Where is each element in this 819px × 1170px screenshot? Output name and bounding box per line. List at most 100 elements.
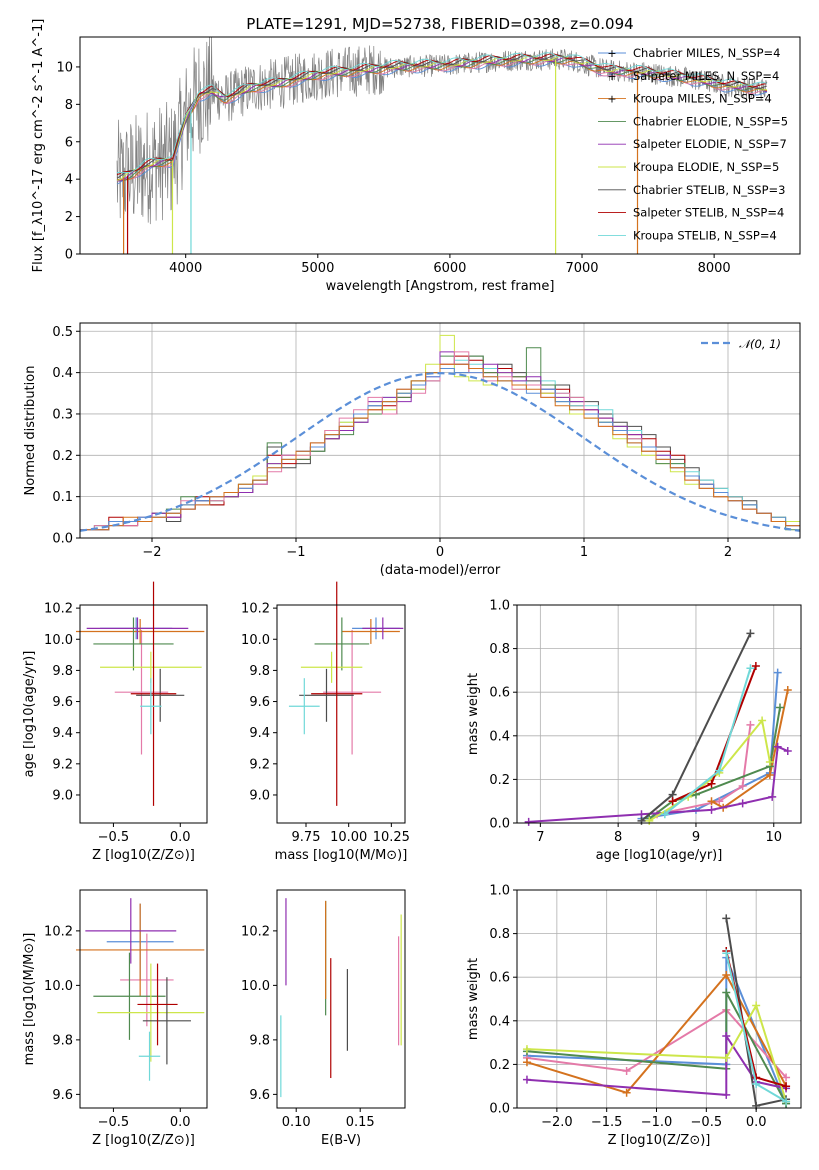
weight-point-marker <box>722 949 731 958</box>
x-tick-label: −0.5 <box>98 830 130 845</box>
y-tick-label: 10.0 <box>44 979 73 994</box>
model-line <box>116 57 768 182</box>
model-line <box>116 59 768 181</box>
axes-border <box>516 889 802 1109</box>
x-axis-label: mass [log10(M/M⊙)] <box>275 848 408 863</box>
y-tick-label: 10.0 <box>241 633 270 648</box>
y-tick-label: 10.0 <box>241 979 270 994</box>
grid-lines <box>517 604 801 824</box>
y-tick-label: 9.2 <box>52 757 73 772</box>
legend-label: Salpeter MILES, N_SSP=4 <box>633 69 779 83</box>
weight-point-marker <box>522 1045 531 1054</box>
x-tick-label: −1 <box>286 545 305 560</box>
weight-point-marker <box>722 1053 731 1062</box>
weight-point-marker <box>782 1073 791 1082</box>
axes-border <box>516 604 802 824</box>
weight-point-marker <box>783 686 792 695</box>
weight-point-marker <box>768 792 777 801</box>
axes-frame: −0.5 0.0 9.6 9.8 10.0 10.2 Z [log10(Z/Z⊙)] mass… <box>22 889 208 1148</box>
mass-vs-ebv-panel: 0.10 0.15 9.6 9.8 10.0 10.2 E(B-V) <box>241 889 406 1148</box>
y-tick-label: 0.4 <box>489 729 510 744</box>
y-tick-label: 0.3 <box>52 407 73 422</box>
weight-series-line <box>656 724 752 816</box>
y-tick-label: 0.0 <box>489 1102 510 1117</box>
y-tick-label: 10 <box>56 60 73 75</box>
x-tick-label: 9.75 <box>292 830 321 845</box>
y-tick-label: 9.8 <box>52 1033 73 1048</box>
y-tick-label: 0.2 <box>52 449 73 464</box>
plot-area <box>280 898 402 1098</box>
x-tick-label: 7000 <box>565 261 598 276</box>
y-tick-label: 10.2 <box>241 924 270 939</box>
x-tick-label: 1 <box>580 545 588 560</box>
y-tick-label: 4 <box>65 173 73 188</box>
x-tick-label: −2.0 <box>541 1115 573 1130</box>
weight-point-marker <box>773 742 782 751</box>
weight-point-marker <box>738 799 747 808</box>
axes-frame: −2 −1 0 1 2 0.0 0.1 0.2 0.3 0.4 0.5 (data-model)/er… <box>23 322 801 578</box>
age-vs-metallicity-panel: −0.5 0.0 9.0 9.2 9.4 9.6 9.8 10.0 10.2 Z [log10(Z… <box>22 581 208 863</box>
y-tick-label: 1.0 <box>489 599 510 614</box>
legend-marker: + <box>607 93 616 106</box>
weight-point-marker <box>707 797 716 806</box>
weight-point-marker <box>782 1097 791 1106</box>
y-tick-label: 6 <box>65 135 73 150</box>
weight-series-line <box>664 667 752 816</box>
weight-point-marker <box>524 817 533 826</box>
x-axis-label: Z [log10(Z/Z⊙)] <box>608 1133 711 1148</box>
y-tick-label: 9.6 <box>249 1088 270 1103</box>
legend-marker: + <box>607 47 616 60</box>
weight-point-marker <box>707 779 716 788</box>
weight-point-marker <box>668 797 677 806</box>
axes-border <box>276 604 406 824</box>
plot-area <box>116 37 768 254</box>
x-tick-label: 5000 <box>301 261 334 276</box>
x-tick-label: 10.25 <box>373 830 410 845</box>
weight-series-line <box>526 992 787 1105</box>
model-line <box>116 60 768 182</box>
weight-point-marker <box>738 781 747 790</box>
x-tick-label: 7 <box>536 830 544 845</box>
weight-point-marker <box>722 1090 731 1099</box>
weight-series-line <box>711 689 789 809</box>
legend-label: Salpeter ELODIE, N_SSP=7 <box>633 137 787 151</box>
y-axis-label: mass weight <box>466 958 481 1040</box>
mass-vs-metallicity-panel: −0.5 0.0 9.6 9.8 10.0 10.2 Z [log10(Z/Z⊙)] mass… <box>22 889 208 1148</box>
figure-title: PLATE=1291, MJD=52738, FIBERID=0398, z=0… <box>246 15 633 33</box>
y-axis-label: mass weight <box>466 673 481 755</box>
weight-point-marker <box>715 766 724 775</box>
axes-frame: 7 8 9 10 0.0 0.2 0.4 0.6 0.8 1.0 age [log10(age/yr… <box>466 599 802 863</box>
axes-frame: −0.5 0.0 9.0 9.2 9.4 9.6 9.8 10.0 10.2 Z [log10(Z… <box>22 602 208 863</box>
histogram-series <box>79 363 801 538</box>
y-tick-label: 9.6 <box>52 1088 73 1103</box>
x-tick-label: 0.0 <box>170 1115 191 1130</box>
weight-point-marker <box>746 720 755 729</box>
y-tick-label: 0.5 <box>52 325 73 340</box>
x-tick-label: 0.10 <box>282 1115 311 1130</box>
y-tick-label: 0 <box>65 248 73 263</box>
weight-point-marker <box>783 747 792 756</box>
x-tick-label: 0.0 <box>170 830 191 845</box>
weight-point-marker <box>746 664 755 673</box>
plot-area <box>75 898 205 1081</box>
weight-point-marker <box>746 629 755 638</box>
weight-point-marker <box>751 662 760 671</box>
y-tick-label: 1.0 <box>489 884 510 899</box>
x-tick-label: 2 <box>724 545 732 560</box>
weight-point-marker <box>522 1075 531 1084</box>
x-tick-label: −0.5 <box>98 1115 130 1130</box>
x-tick-label: 6000 <box>433 261 466 276</box>
spectrum-legend: + Chabrier MILES, N_SSP=4 + Salpeter MILES,… <box>598 46 788 242</box>
x-tick-label: 8 <box>614 830 622 845</box>
y-tick-label: 0.6 <box>489 686 510 701</box>
y-tick-label: 9.0 <box>249 788 270 803</box>
legend-label: Kroupa MILES, N_SSP=4 <box>633 92 772 106</box>
axes-border <box>79 604 208 824</box>
x-tick-label: 0.0 <box>746 1115 767 1130</box>
weight-point-marker <box>622 1088 631 1097</box>
weight-point-marker <box>775 703 784 712</box>
x-tick-label: 4000 <box>169 261 202 276</box>
x-axis-label: wavelength [Angstrom, rest frame] <box>326 279 555 294</box>
y-axis-label: mass [log10(M/M⊙)] <box>22 933 37 1066</box>
